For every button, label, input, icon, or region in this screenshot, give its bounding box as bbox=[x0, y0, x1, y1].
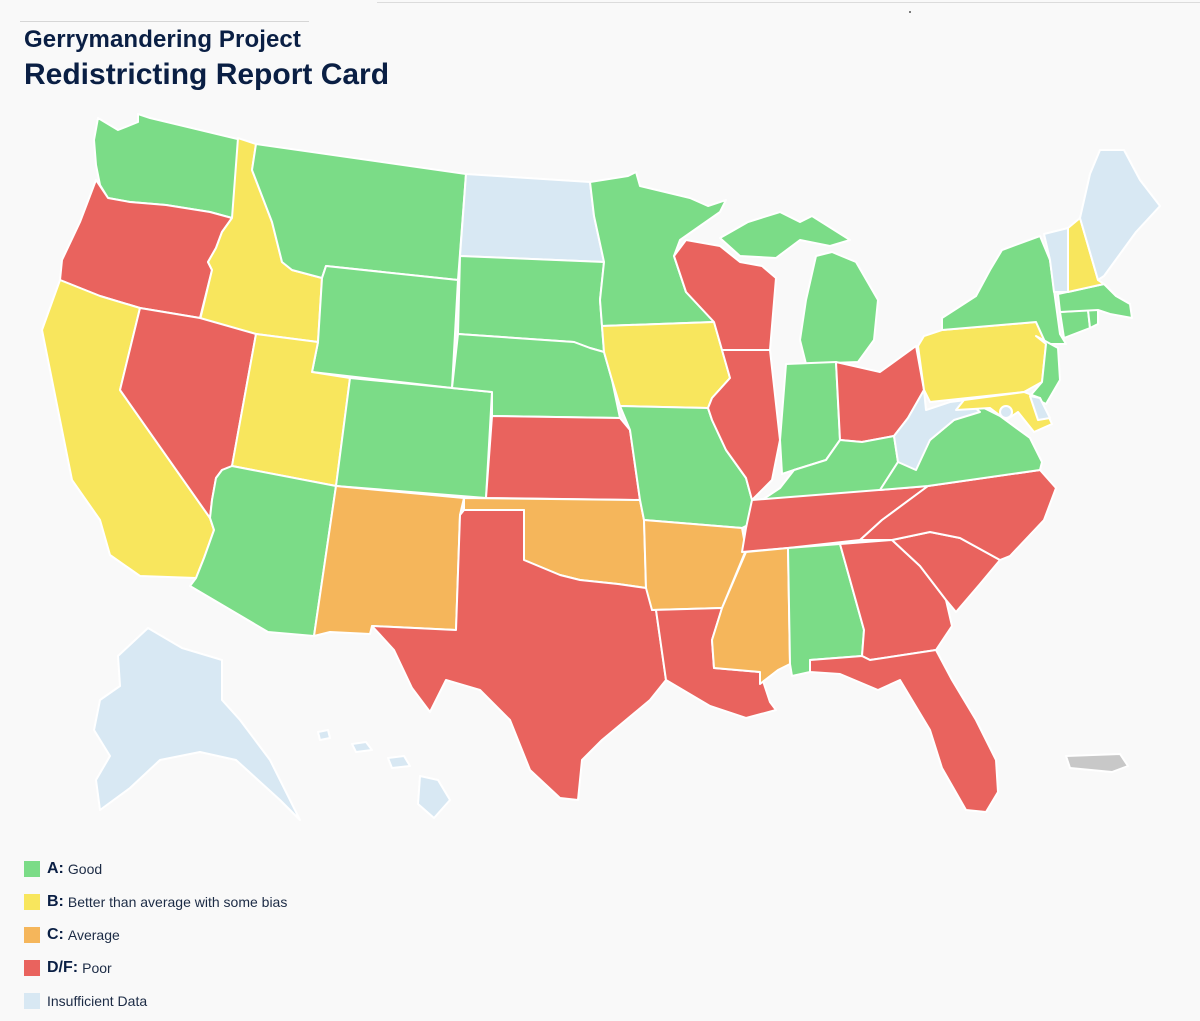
legend-item-df: D/F: Poor bbox=[24, 951, 287, 984]
state-montana[interactable] bbox=[251, 143, 467, 281]
state-florida[interactable] bbox=[809, 649, 999, 813]
top-divider bbox=[377, 2, 1200, 3]
legend-swatch bbox=[24, 992, 40, 1009]
legend-item-c: C: Average bbox=[24, 918, 287, 951]
legend-label: Average bbox=[67, 926, 120, 943]
state-connecticut[interactable] bbox=[1059, 309, 1091, 339]
decorative-dot bbox=[909, 11, 911, 13]
state-iowa[interactable] bbox=[601, 321, 731, 409]
state-vermont[interactable] bbox=[1043, 227, 1069, 293]
project-subtitle: Gerrymandering Project bbox=[24, 26, 301, 53]
state-rhode-island[interactable] bbox=[1087, 309, 1099, 329]
territory-puerto-rico[interactable] bbox=[1065, 753, 1129, 773]
state-kansas[interactable] bbox=[485, 415, 641, 501]
legend-grade: B: bbox=[47, 892, 64, 910]
state-hawaii[interactable] bbox=[317, 729, 451, 819]
state-new-hampshire[interactable] bbox=[1067, 217, 1105, 293]
state-michigan-upper[interactable] bbox=[719, 211, 851, 259]
state-minnesota[interactable] bbox=[589, 171, 727, 327]
legend-item-b: B: Better than average with some bias bbox=[24, 885, 287, 918]
state-north-dakota[interactable] bbox=[459, 173, 605, 263]
legend-label: Better than average with some bias bbox=[67, 893, 288, 910]
state-colorado[interactable] bbox=[335, 377, 493, 499]
state-maine[interactable] bbox=[1079, 149, 1161, 281]
legend-item-a: A: Good bbox=[24, 852, 287, 885]
legend-label: Insufficient Data bbox=[47, 992, 148, 1009]
legend-label: Good bbox=[67, 860, 103, 877]
state-dc[interactable] bbox=[999, 405, 1013, 419]
legend-grade: C: bbox=[47, 925, 64, 943]
state-michigan[interactable] bbox=[799, 251, 879, 365]
header-divider bbox=[20, 21, 309, 22]
state-illinois[interactable] bbox=[707, 349, 781, 501]
legend-grade: D/F: bbox=[47, 958, 79, 976]
state-alaska[interactable] bbox=[93, 627, 301, 821]
state-pennsylvania[interactable] bbox=[917, 321, 1047, 403]
state-delaware[interactable] bbox=[1029, 395, 1051, 421]
legend-swatch bbox=[24, 893, 40, 910]
legend-grade: A: bbox=[47, 859, 64, 877]
legend: A: Good B: Better than average with some… bbox=[24, 852, 287, 1017]
legend-label: Poor bbox=[82, 959, 112, 976]
legend-item-insufficient: Insufficient Data bbox=[24, 984, 287, 1017]
state-wyoming[interactable] bbox=[311, 265, 459, 389]
legend-swatch bbox=[24, 860, 40, 877]
state-nebraska[interactable] bbox=[451, 333, 621, 419]
legend-swatch bbox=[24, 926, 40, 943]
page-title: Redistricting Report Card bbox=[24, 58, 390, 91]
state-massachusetts[interactable] bbox=[1057, 283, 1133, 319]
state-new-mexico[interactable] bbox=[313, 485, 465, 637]
legend-swatch bbox=[24, 959, 40, 976]
state-texas[interactable] bbox=[371, 509, 667, 801]
